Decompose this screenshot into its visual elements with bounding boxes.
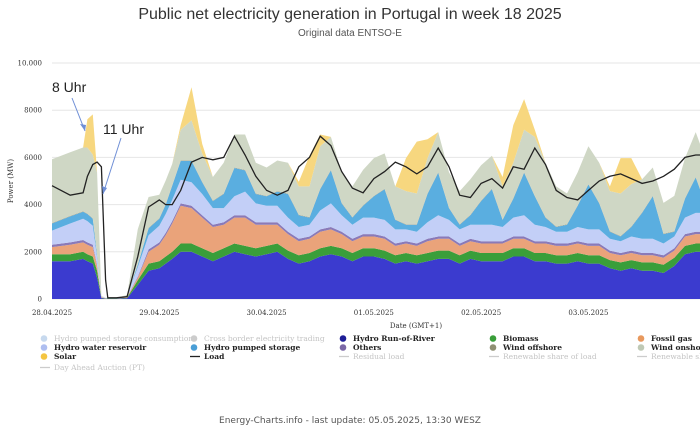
legend-item-solar[interactable]: Solar (40, 352, 77, 361)
area-fossil-gas (52, 205, 700, 299)
x-tick-label: 29.04.2025 (139, 309, 179, 317)
legend-dot-swatch (339, 344, 347, 351)
legend-dot-swatch (489, 344, 497, 351)
legend-label: Renewable sh (651, 352, 700, 361)
annotation-arrow (102, 137, 122, 195)
legend-label: Renewable share of load (503, 352, 597, 361)
chart-svg: 0 2000 4000 6000 8000 10.000 28.04.2025 29.04.2… (7, 60, 700, 372)
legend-item-biomass[interactable]: Biomass (489, 334, 539, 343)
legend-item-cross-border-electricity-trading[interactable]: Cross border electricity trading (190, 334, 325, 343)
legend-label: Hydro Run-of-River (353, 334, 436, 343)
legend-dot-swatch (40, 335, 48, 342)
area-hydro-water-reservoir (52, 179, 700, 299)
legend-label: Fossil gas (651, 334, 692, 343)
legend-item-day-ahead-auction-pt-[interactable]: Day Ahead Auction (PT) (40, 363, 145, 372)
load-line (51, 134, 700, 299)
legend-item-wind-offshore[interactable]: Wind offshore (489, 343, 563, 352)
x-tick-label: 30.04.2025 (247, 309, 287, 317)
legend-label: Wind onshore (650, 343, 700, 352)
annotations: 8 Uhr 11 Uhr (52, 79, 144, 195)
legend-label: Wind offshore (502, 343, 562, 352)
legend-dot-swatch (40, 353, 48, 360)
legend-dot-swatch (190, 344, 198, 351)
legend-label: Cross border electricity trading (204, 334, 325, 343)
x-tick-label: 02.05.2025 (461, 309, 501, 317)
legend-item-renewable-sh[interactable]: Renewable sh (637, 352, 700, 361)
chart-subtitle: Original data ENTSO-E (298, 28, 402, 39)
load-line-group (51, 134, 700, 299)
y-tick-label: 6000 (24, 154, 42, 162)
x-tick-label: 03.05.2025 (568, 309, 608, 317)
legend-item-wind-onshore[interactable]: Wind onshore (637, 343, 700, 352)
y-tick-label: 10.000 (18, 60, 43, 68)
legend-dot-swatch (40, 344, 48, 351)
y-tick-label: 8000 (24, 107, 42, 115)
area-hydro-pumped-storage (52, 160, 700, 298)
legend-dot-swatch (190, 335, 198, 342)
legend-item-renewable-share-of-load[interactable]: Renewable share of load (489, 352, 597, 361)
x-axis-label: Date (GMT+1) (390, 322, 442, 330)
y-tick-label: 4000 (24, 201, 42, 209)
legend-label: Hydro water reservoir (54, 343, 147, 352)
legend-label: Hydro pumped storage consumption (54, 334, 193, 343)
area-biomass (52, 243, 700, 299)
annotation-11-uhr: 11 Uhr (103, 121, 144, 137)
legend-label: Biomass (503, 334, 538, 343)
legend-label: Others (353, 343, 381, 352)
x-tick-label: 01.05.2025 (354, 309, 394, 317)
axes: 0 2000 4000 6000 8000 10.000 28.04.2025 29.04.2… (7, 60, 608, 331)
legend-item-residual-load[interactable]: Residual load (339, 352, 405, 361)
legend-item-hydro-pumped-storage[interactable]: Hydro pumped storage (190, 343, 301, 352)
legend-dot-swatch (637, 344, 645, 351)
y-axis-label: Power (MW) (7, 159, 15, 203)
legend-item-hydro-water-reservoir[interactable]: Hydro water reservoir (40, 343, 148, 352)
area-hydro-run-of-river (52, 251, 700, 299)
legend-dot-swatch (339, 335, 347, 342)
annotation-8-uhr: 8 Uhr (52, 79, 87, 95)
legend-label: Hydro pumped storage (204, 343, 301, 352)
y-tick-label: 2000 (24, 248, 42, 256)
area-solar (52, 87, 700, 298)
area-wind-onshore (52, 120, 700, 298)
legend-label: Load (204, 352, 225, 361)
legend-label: Day Ahead Auction (PT) (54, 363, 145, 372)
arrow-head (102, 186, 107, 194)
legend-dot-swatch (637, 335, 645, 342)
y-tick-label: 0 (38, 296, 42, 304)
legend-item-hydro-pumped-storage-consumption[interactable]: Hydro pumped storage consumption (40, 334, 194, 343)
legend-item-load[interactable]: Load (190, 352, 225, 361)
footer-credit: Energy-Charts.info - last update: 05.05.… (219, 416, 481, 426)
legend-item-hydro-run-of-river[interactable]: Hydro Run-of-River (339, 334, 436, 343)
legend-item-fossil-gas[interactable]: Fossil gas (637, 334, 692, 343)
legend-label: Solar (54, 352, 77, 361)
legend-item-others[interactable]: Others (339, 343, 382, 352)
arrow-head (80, 124, 86, 131)
legend: Hydro pumped storage consumption Cross bo… (40, 334, 700, 372)
x-tick-label: 28.04.2025 (32, 309, 72, 317)
legend-dot-swatch (489, 335, 497, 342)
chart-title: Public net electricity generation in Por… (138, 6, 562, 23)
legend-label: Residual load (353, 352, 405, 361)
area-series (52, 87, 700, 299)
